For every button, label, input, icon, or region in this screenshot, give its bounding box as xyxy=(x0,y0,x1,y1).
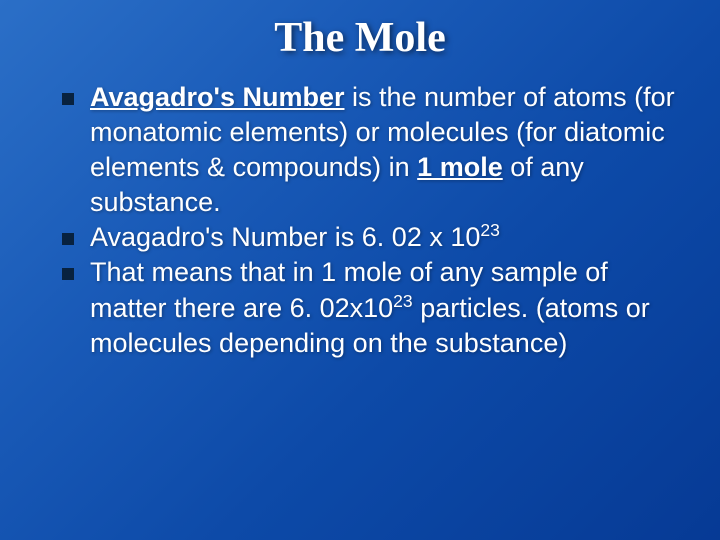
bullet-item: Avagadro's Number is the number of atoms… xyxy=(62,80,680,220)
bullet-square-icon xyxy=(62,233,74,245)
bullet-item: That means that in 1 mole of any sample … xyxy=(62,255,680,360)
slide-content: Avagadro's Number is the number of atoms… xyxy=(40,80,680,361)
slide-title: The Mole xyxy=(40,14,680,62)
bullet-square-icon xyxy=(62,93,74,105)
bullet-item: Avagadro's Number is 6. 02 x 1023 xyxy=(62,220,680,255)
bullet-square-icon xyxy=(62,268,74,280)
bullet-text: Avagadro's Number is 6. 02 x 1023 xyxy=(90,220,500,255)
bullet-text: That means that in 1 mole of any sample … xyxy=(90,255,680,360)
bullet-text: Avagadro's Number is the number of atoms… xyxy=(90,80,680,220)
slide-container: The Mole Avagadro's Number is the number… xyxy=(0,0,720,540)
